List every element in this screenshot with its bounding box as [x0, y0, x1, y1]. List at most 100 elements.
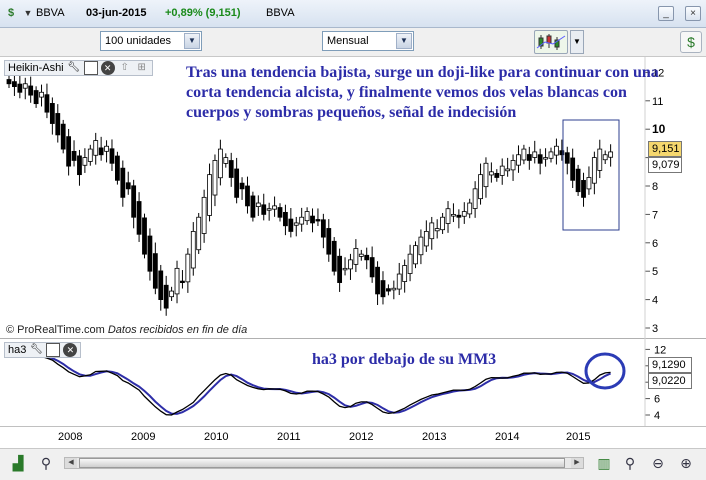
price-chart-panel[interactable]: 1211109876543 Heikin-Ashi 🔧︎ ✕ ⇧ ⊞ 9,151…	[0, 57, 706, 339]
candle-body	[586, 177, 592, 190]
maximize-panel-icon[interactable]	[46, 343, 61, 357]
candle-body	[602, 154, 608, 161]
candle-body	[217, 148, 223, 179]
candle-body	[526, 154, 532, 161]
candle-body	[353, 248, 359, 265]
y-tick-label: 8	[652, 181, 658, 193]
units-select[interactable]: 100 unidades ▼	[100, 31, 202, 51]
candle-body	[488, 171, 494, 176]
minimize-button[interactable]: _	[658, 6, 674, 21]
candle-body	[575, 168, 581, 193]
drawing-tools-icon[interactable]: $	[680, 31, 702, 53]
candle-body	[467, 202, 473, 215]
candle-body	[564, 152, 570, 164]
candle-body	[591, 157, 597, 184]
candle-body	[245, 185, 250, 207]
candle-body	[142, 217, 147, 255]
pointer-icon[interactable]: ⚲	[40, 455, 52, 471]
close-panel-icon[interactable]: ✕	[100, 61, 115, 75]
candle-body	[440, 216, 446, 231]
candle-body	[326, 228, 332, 255]
candle-body	[283, 211, 288, 227]
period-select[interactable]: Mensual ▼	[322, 31, 414, 51]
candle-body	[532, 151, 538, 158]
candle-body	[608, 151, 614, 158]
main-panel-header: Heikin-Ashi 🔧︎ ✕ ⇧ ⊞	[4, 60, 153, 76]
app-dollar-icon: $	[7, 7, 15, 19]
chart-settings-icon[interactable]: ▟	[12, 455, 24, 471]
candle-body	[174, 267, 180, 295]
candle-body	[82, 157, 88, 166]
time-scrollbar[interactable]: ◀ ▶	[64, 457, 584, 469]
candle-body	[93, 140, 99, 156]
candle-body	[66, 136, 72, 167]
ha3-line	[8, 352, 611, 416]
close-panel-icon[interactable]: ✕	[63, 343, 78, 357]
y-tick-label: 12	[652, 67, 664, 79]
candle-body	[391, 287, 397, 291]
candle-body	[499, 165, 505, 176]
window-title-bar: $ ▼ BBVA 03-jun-2015 +0,89% (9,151) BBVA…	[0, 0, 706, 28]
chevron-down-icon[interactable]: ▼	[396, 33, 412, 49]
units-select-value: 100 unidades	[105, 35, 172, 47]
x-tick-label: 2009	[131, 431, 156, 443]
wrench-icon[interactable]: 🔧︎	[67, 62, 80, 73]
chart-type-button[interactable]	[534, 30, 568, 54]
candle-body	[478, 174, 483, 200]
candle-body	[71, 150, 77, 161]
candle-body	[380, 280, 386, 298]
candle-body	[342, 267, 348, 271]
indicator-panel[interactable]: 1210864 ha3 🔧︎ ✕ 9,1290 9,0220	[0, 339, 706, 426]
move-up-icon[interactable]: ⇧	[120, 62, 129, 73]
candle-body	[293, 222, 299, 226]
candle-body	[396, 273, 402, 290]
candle-body	[131, 185, 137, 218]
candle-body	[109, 148, 115, 164]
candle-body	[331, 240, 337, 272]
candlestick-chart-icon	[536, 34, 566, 50]
add-panel-icon[interactable]: ⊞	[137, 62, 146, 73]
close-window-button[interactable]: ×	[685, 6, 701, 21]
candle-body	[55, 113, 61, 136]
y-tick-label: 10	[652, 122, 666, 136]
candle-body	[358, 253, 364, 257]
add-indicator-icon[interactable]: ▥	[597, 455, 611, 471]
scroll-right-icon[interactable]: ▶	[571, 458, 583, 468]
candle-body	[22, 83, 28, 89]
candle-body	[136, 201, 142, 235]
maximize-panel-icon[interactable]	[83, 61, 98, 75]
wrench-icon[interactable]: 🔧︎	[30, 344, 43, 355]
candle-body	[597, 148, 603, 171]
chart-type-dropdown-icon[interactable]: ▼	[570, 30, 584, 54]
scroll-left-icon[interactable]: ◀	[65, 458, 77, 468]
scroll-thumb[interactable]	[79, 458, 565, 468]
candle-body	[147, 235, 153, 272]
symbol-label: BBVA	[36, 7, 65, 19]
mm3-line	[8, 351, 612, 415]
ha3-value-tag: 9,1290	[648, 357, 692, 373]
copyright-label: © ProRealTime.com	[6, 324, 105, 336]
dropdown-arrow-icon[interactable]: ▼	[23, 8, 33, 18]
candle-body	[190, 231, 196, 269]
candle-body	[234, 168, 240, 198]
candle-body	[207, 174, 212, 216]
candle-body	[228, 160, 234, 178]
candle-body	[212, 160, 218, 196]
chevron-down-icon[interactable]: ▼	[184, 33, 200, 49]
zoom-out-icon[interactable]: ⊖	[652, 455, 664, 471]
x-tick-label: 2010	[204, 431, 229, 443]
highlight-circle	[584, 352, 626, 390]
zoom-fit-icon[interactable]: ⚲	[624, 455, 636, 471]
candle-body	[461, 211, 467, 217]
candle-body	[125, 182, 131, 190]
candle-body	[537, 154, 543, 164]
candle-body	[375, 266, 380, 295]
candle-body	[87, 148, 93, 162]
indicator-panel-header: ha3 🔧︎ ✕	[4, 342, 82, 358]
data-source-note: © ProRealTime.com Datos recibidos en fin…	[6, 324, 247, 336]
y-tick-label: 3	[652, 323, 658, 335]
candle-body	[434, 228, 440, 232]
candle-body	[543, 157, 548, 160]
zoom-in-icon[interactable]: ⊕	[680, 455, 692, 471]
candle-body	[49, 103, 55, 124]
